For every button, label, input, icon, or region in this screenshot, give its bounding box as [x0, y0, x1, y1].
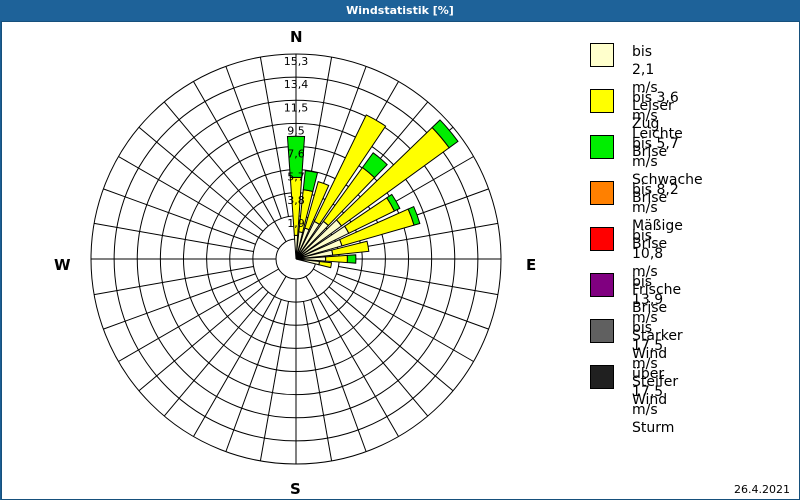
legend-swatch [590, 89, 614, 113]
svg-text:13,4: 13,4 [284, 78, 309, 91]
svg-text:3,8: 3,8 [287, 194, 305, 207]
legend-swatch [590, 273, 614, 297]
svg-text:9,5: 9,5 [287, 124, 305, 137]
svg-text:5,7: 5,7 [287, 171, 305, 184]
legend-swatch [590, 365, 614, 389]
compass-west: W [54, 256, 71, 274]
legend-swatch [590, 181, 614, 205]
chart-panel [1, 21, 800, 500]
compass-north: N [290, 28, 303, 46]
compass-south: S [290, 480, 301, 498]
window-title: Windstatistik [%] [0, 0, 800, 21]
svg-text:1,9: 1,9 [287, 217, 305, 230]
svg-text:7,6: 7,6 [287, 148, 305, 161]
chart-date: 26.4.2021 [734, 483, 790, 496]
svg-text:11,5: 11,5 [284, 101, 309, 114]
legend-swatch [590, 43, 614, 67]
legend-swatch [590, 227, 614, 251]
svg-text:15,3: 15,3 [284, 55, 309, 68]
compass-east: E [526, 256, 537, 274]
legend-swatch [590, 135, 614, 159]
legend-swatch [590, 319, 614, 343]
